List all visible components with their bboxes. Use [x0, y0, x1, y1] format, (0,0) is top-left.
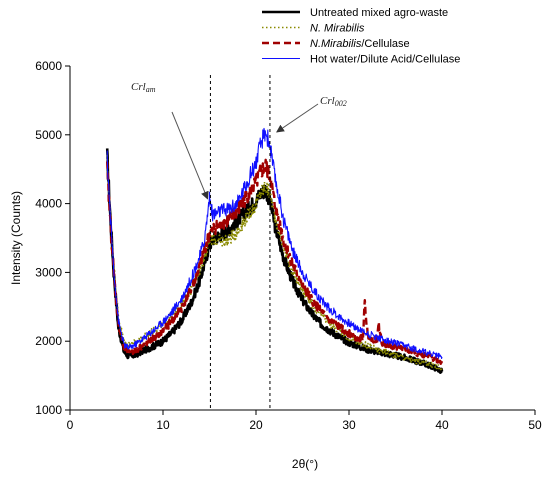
x-tick-label: 30 [342, 418, 356, 432]
annotation-arrow [276, 103, 319, 133]
annotation-label: Crl002 [320, 95, 347, 108]
series-line-2 [106, 158, 443, 365]
legend-label: Hot water/Dilute Acid/Cellulase [310, 54, 460, 66]
x-tick-label: 40 [435, 418, 449, 432]
y-tick-label: 2000 [35, 334, 62, 348]
y-tick-label: 3000 [35, 265, 62, 279]
series-line-1 [106, 154, 443, 372]
series-line-0 [105, 148, 444, 374]
legend-label: Untreated mixed agro-waste [310, 7, 448, 19]
reference-lines [209, 75, 271, 410]
annotations: Crlam Crl002 [131, 81, 347, 200]
y-tick-label: 1000 [35, 403, 62, 417]
x-tick-label: 0 [67, 418, 74, 432]
series-layer [105, 127, 444, 374]
annotation-arrow [171, 111, 209, 200]
axes [65, 65, 536, 415]
annotation-label: Crlam [131, 81, 156, 94]
tick-labels: 0 10 20 30 40 50 1000 2000 3000 4000 5000 6000 [35, 59, 542, 432]
x-tick-label: 20 [249, 418, 263, 432]
x-axis-label: 2θ(°) [292, 457, 318, 471]
legend: Untreated mixed agro-waste N. Mirabilis N.… [262, 7, 460, 66]
x-tick-label: 10 [156, 418, 170, 432]
y-axis-label: Intensity (Counts) [9, 191, 23, 285]
y-tick-label: 4000 [35, 197, 62, 211]
x-tick-label: 50 [528, 418, 542, 432]
y-tick-label: 6000 [35, 59, 62, 73]
legend-label: N. Mirabilis [310, 23, 365, 35]
legend-label: N.Mirabilis/Cellulase [310, 38, 410, 50]
series-line-3 [106, 127, 443, 360]
y-tick-label: 5000 [35, 128, 62, 142]
